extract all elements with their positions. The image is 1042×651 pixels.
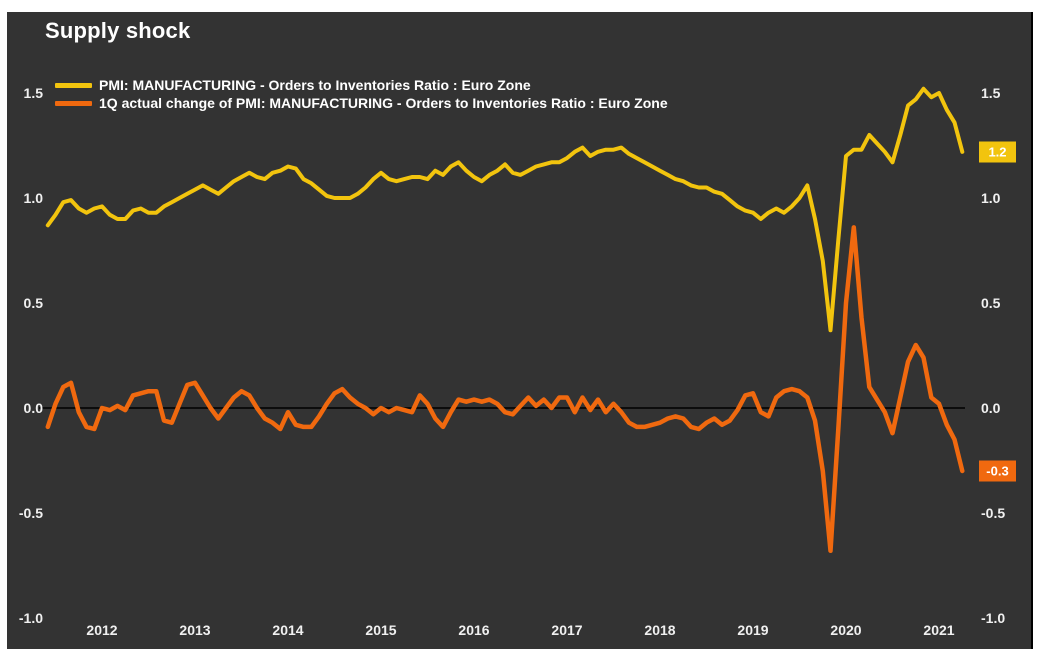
x-axis-tick-label: 2014 [272,622,304,638]
y-axis-tick-label-right: -1.0 [981,610,1006,626]
legend-label-pmi-ratio: PMI: MANUFACTURING - Orders to Inventori… [99,77,531,93]
x-axis-tick-label: 2021 [923,622,955,638]
x-axis-tick-label: 2012 [86,622,118,638]
y-axis-tick-label-right: -0.5 [981,505,1006,521]
y-axis-tick-label-left: -1.0 [18,610,43,626]
y-axis-tick-label-left: 0.0 [23,400,43,416]
last-value-badge-yellow: 1.2 [979,141,1016,163]
x-axis-tick-label: 2020 [830,622,862,638]
y-axis-tick-label-right: 1.0 [981,190,1001,206]
chart-plot-area [39,86,965,554]
legend-label-1q-change: 1Q actual change of PMI: MANUFACTURING -… [99,95,668,111]
chart-legend: PMI: MANUFACTURING - Orders to Inventori… [55,76,668,112]
chart-title: Supply shock [45,18,191,43]
x-axis-tick-label: 2019 [737,622,769,638]
x-axis-tick-label: 2013 [179,622,211,638]
y-axis-tick-label-left: 0.5 [23,295,43,311]
series-line-1q-change [45,225,965,554]
last-value-badge-orange: -0.3 [979,460,1016,482]
chart-panel: Supply shock PMI: MANUFACTURING - Orders… [7,12,1033,649]
x-axis-tick-label: 2016 [458,622,490,638]
y-axis-tick-label-left: 1.0 [23,190,43,206]
x-axis-tick-label: 2018 [644,622,676,638]
legend-line-orange-icon [55,100,92,106]
legend-line-yellow-icon [55,82,92,88]
y-axis-tick-label-left: 1.5 [23,85,43,101]
y-axis-tick-label-right: 0.5 [981,295,1001,311]
legend-item-1q-change: 1Q actual change of PMI: MANUFACTURING -… [55,94,668,112]
y-axis-tick-label-right: 1.5 [981,85,1001,101]
x-axis-tick-label: 2017 [551,622,583,638]
legend-item-pmi-ratio: PMI: MANUFACTURING - Orders to Inventori… [55,76,668,94]
series-line-pmi-ratio [45,86,965,333]
y-axis-tick-label-left: -0.5 [18,505,43,521]
x-axis-tick-label: 2015 [365,622,397,638]
y-axis-tick-label-right: 0.0 [981,400,1001,416]
